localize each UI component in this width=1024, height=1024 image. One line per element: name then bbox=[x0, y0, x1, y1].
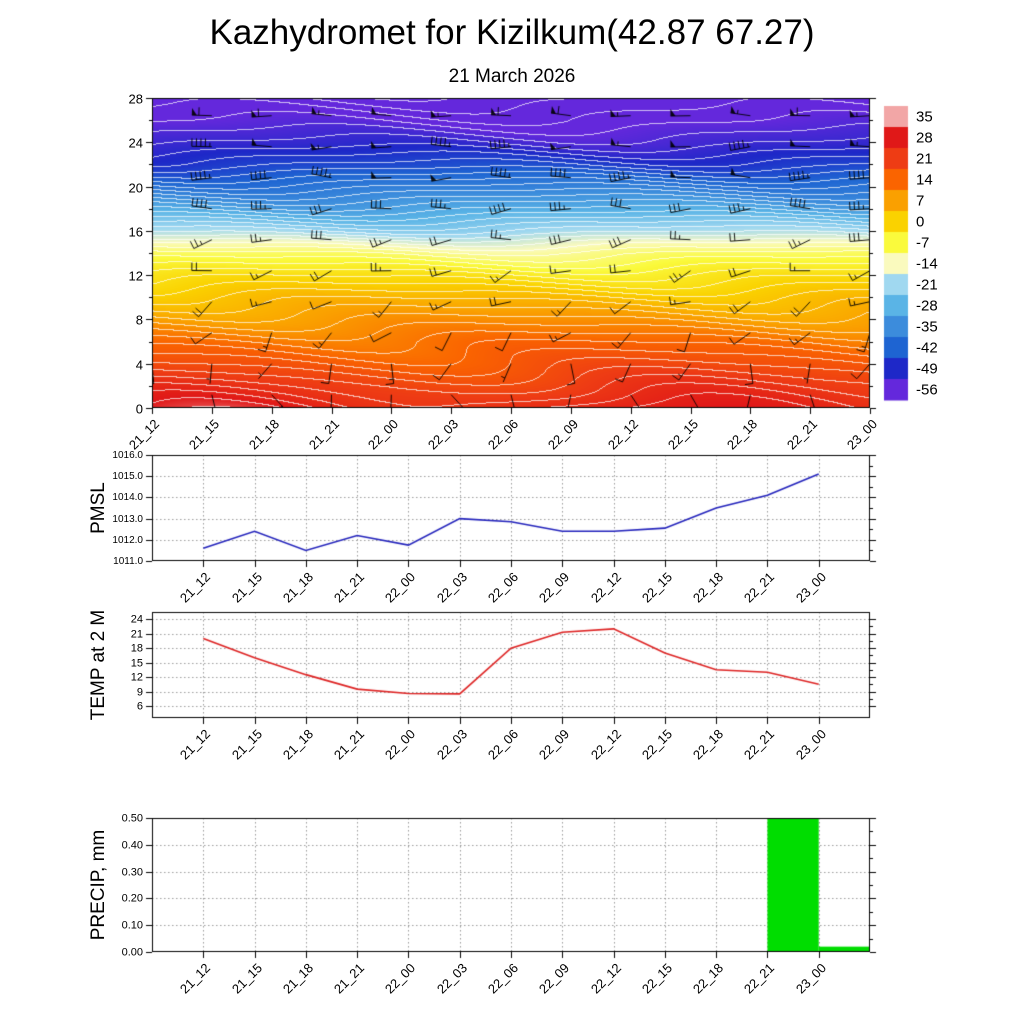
colorbar-tick-label: 28 bbox=[916, 129, 933, 146]
colorbar-tick-label: -14 bbox=[916, 255, 938, 272]
pmsl-y-tick-label: 1012.0 bbox=[112, 534, 143, 546]
colorbar-tick-label: 7 bbox=[916, 192, 925, 209]
precip-y-tick-label: 0.40 bbox=[121, 839, 143, 851]
colorbar-tick-label: -21 bbox=[916, 276, 938, 293]
figure-date-subtitle: 21 March 2026 bbox=[448, 66, 576, 87]
pmsl-axis-title: PMSL bbox=[88, 482, 109, 534]
temp-2m-y-tick-label: 18 bbox=[130, 642, 143, 654]
temp-2m-y-tick-label: 24 bbox=[130, 613, 143, 625]
pmsl-y-tick-label: 1015.0 bbox=[112, 470, 143, 482]
colorbar-tick-label: -35 bbox=[916, 318, 938, 335]
colorbar-tick-label: 0 bbox=[916, 213, 925, 230]
pmsl-y-tick-label: 1011.0 bbox=[113, 555, 143, 567]
colorbar-tick-label: -42 bbox=[916, 339, 938, 356]
figure-title: Kazhydromet for Kizilkum(42.87 67.27) bbox=[209, 13, 815, 52]
precip-y-tick-label: 0.00 bbox=[121, 946, 143, 958]
pmsl-y-tick-label: 1014.0 bbox=[112, 491, 143, 503]
temp-2m-y-tick-label: 9 bbox=[136, 686, 143, 698]
height-tick-label: 8 bbox=[135, 312, 143, 327]
pmsl-y-tick-label: 1016.0 bbox=[112, 449, 143, 461]
colorbar-tick-label: -49 bbox=[916, 360, 938, 377]
temp-axis-title: TEMP at 2 M bbox=[88, 609, 109, 721]
height-tick-label: 20 bbox=[128, 180, 143, 195]
colorbar-tick-label: -7 bbox=[916, 234, 930, 251]
pmsl-y-tick-label: 1013.0 bbox=[112, 513, 143, 525]
colorbar-tick-label: 35 bbox=[916, 108, 933, 125]
height-tick-label: 12 bbox=[128, 268, 143, 283]
temp-2m-y-tick-label: 12 bbox=[130, 671, 143, 683]
precip-y-tick-label: 0.50 bbox=[121, 812, 143, 824]
temp-2m-y-tick-label: 21 bbox=[130, 628, 143, 640]
height-tick-label: 4 bbox=[135, 357, 143, 372]
colorbar-tick-label: -56 bbox=[916, 381, 938, 398]
precip-y-tick-label: 0.20 bbox=[121, 892, 143, 904]
colorbar-tick-label: 14 bbox=[916, 171, 933, 188]
colorbar-tick-label: 21 bbox=[916, 150, 933, 167]
height-tick-label: 28 bbox=[128, 91, 143, 106]
temp-2m-y-tick-label: 15 bbox=[130, 657, 143, 669]
precip-axis-title: PRECIP, mm bbox=[88, 829, 109, 941]
height-tick-label: 0 bbox=[135, 401, 143, 416]
precip-y-tick-label: 0.30 bbox=[121, 866, 143, 878]
precip-y-tick-label: 0.10 bbox=[121, 919, 143, 931]
height-tick-label: 24 bbox=[128, 135, 143, 150]
height-tick-label: 16 bbox=[128, 224, 143, 239]
colorbar-tick-label: -28 bbox=[916, 297, 938, 314]
temp-2m-y-tick-label: 6 bbox=[136, 700, 143, 712]
